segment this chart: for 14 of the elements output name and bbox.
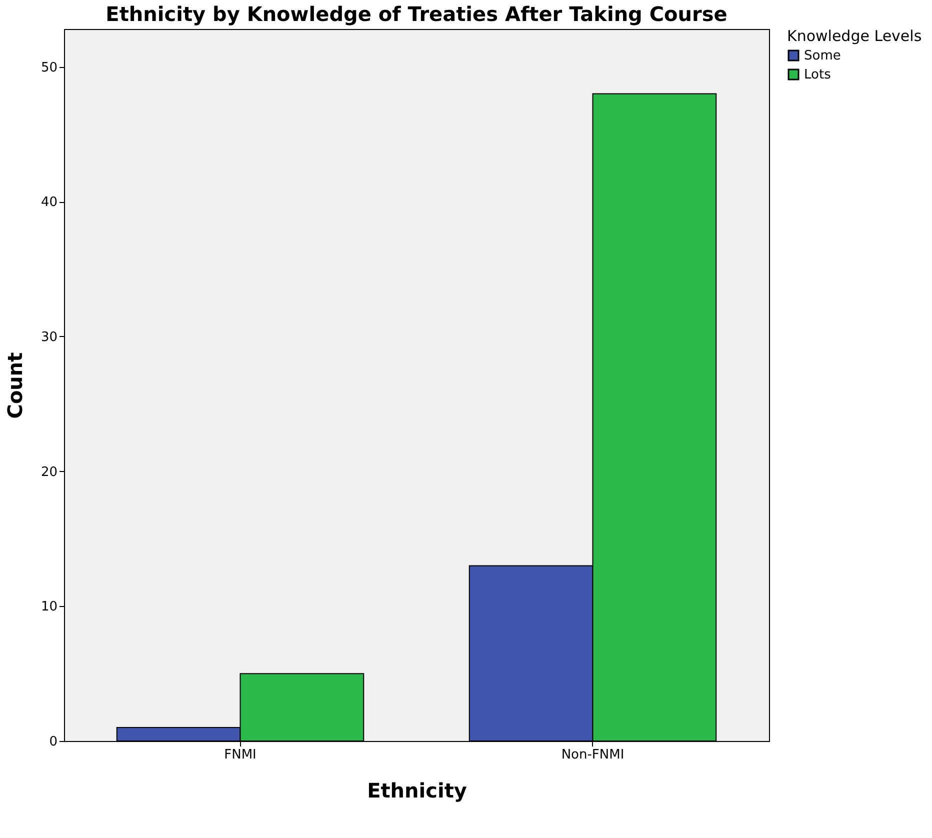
legend-title: Knowledge Levels — [787, 27, 922, 45]
y-axis-title: Count — [2, 352, 27, 419]
y-tick-label: 0 — [49, 734, 58, 750]
y-tick-label: 40 — [40, 195, 58, 210]
chart-title: Ethnicity by Knowledge of Treaties After Taking Course — [106, 2, 728, 26]
y-tick-label: 10 — [40, 600, 58, 615]
y-tick-label: 30 — [40, 330, 58, 345]
legend-label: Lots — [804, 68, 832, 82]
x-tick-label: FNMI — [224, 748, 256, 762]
y-tick-label: 50 — [40, 60, 58, 76]
legend-label: Some — [804, 48, 841, 64]
x-tick-label: Non-FNMI — [561, 748, 624, 762]
x-axis-title: Ethnicity — [367, 778, 467, 802]
y-tick-label: 20 — [40, 464, 58, 480]
